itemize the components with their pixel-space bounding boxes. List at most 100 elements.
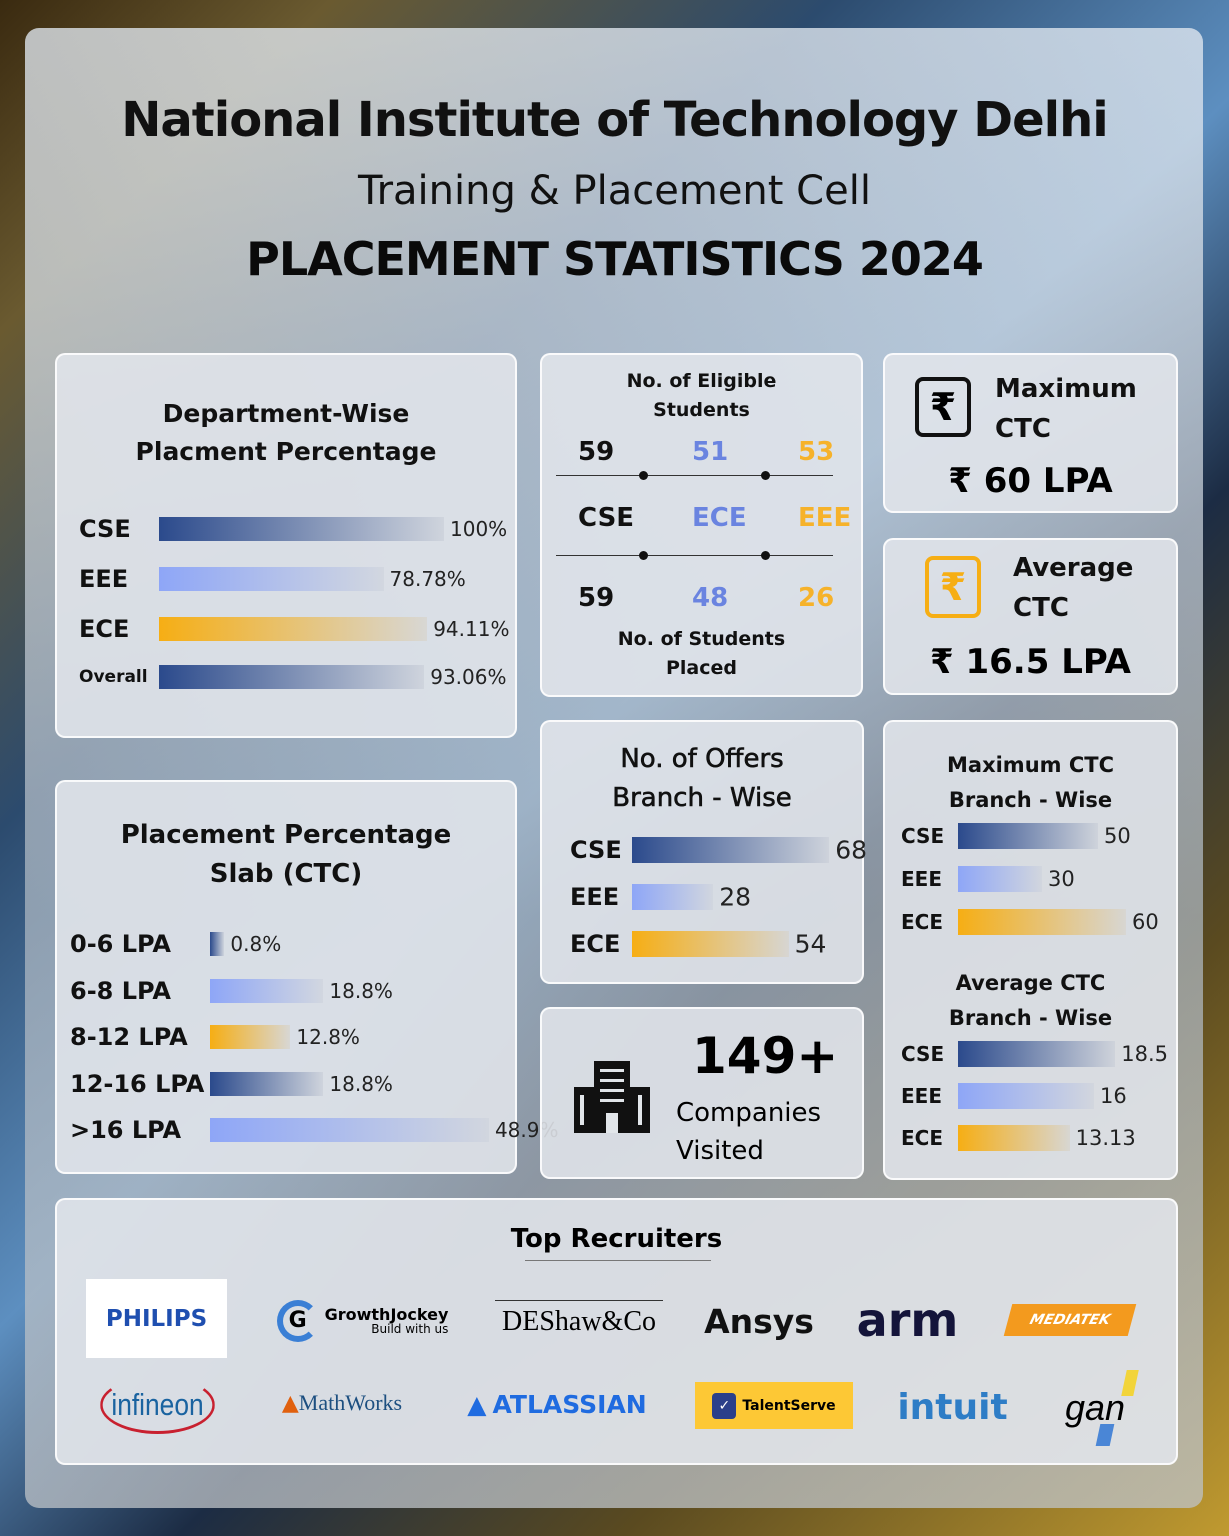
- bar-label: ECE: [79, 615, 130, 643]
- chart-title: Placement Percentage: [120, 820, 452, 850]
- bar: 48.9%: [210, 1118, 558, 1142]
- gan-logo: gan: [1050, 1370, 1140, 1446]
- bar-label: CSE: [901, 824, 945, 848]
- department-wise-card: Department-Wise Placment Percentage: [55, 353, 517, 738]
- top-recruiters-card: Top Recruiters: [55, 1198, 1178, 1465]
- bar-value-label: 12.8%: [296, 1025, 360, 1049]
- page-title: PLACEMENT STATISTICS 2024: [246, 232, 984, 286]
- bar-label: EEE: [901, 867, 942, 891]
- chart-subtitle: Placment Percentage: [135, 436, 437, 466]
- bar-label: EEE: [79, 565, 129, 593]
- rupee-icon: ₹: [915, 377, 971, 437]
- divider: [525, 1260, 711, 1261]
- logo-text: MathWorks: [298, 1390, 403, 1415]
- average-ctc-card: ₹ Average CTC ₹ 16.5 LPA: [883, 538, 1178, 695]
- eligible-value: 53: [798, 437, 835, 467]
- bar-label: 6-8 LPA: [70, 976, 171, 1005]
- chart-title: Average CTC: [955, 971, 1106, 995]
- bar-value-label: 28: [719, 882, 751, 912]
- bar-row: Overall 93.06%: [79, 665, 506, 689]
- bar-row: CSE 18.5: [901, 1041, 1168, 1067]
- bar-value-label: 93.06%: [430, 665, 507, 689]
- dot: [639, 471, 648, 480]
- bar-row: CSE 100%: [79, 515, 507, 543]
- dot: [639, 551, 648, 560]
- bar-value-label: 78.78%: [389, 567, 466, 591]
- bar-label: EEE: [901, 1084, 942, 1108]
- bar-row: 12-16 LPA 18.8%: [70, 1069, 393, 1098]
- bar: 16: [958, 1083, 1127, 1109]
- bar: 30: [958, 866, 1075, 892]
- bar-value-label: 30: [1048, 867, 1075, 891]
- bar-row: EEE 28: [570, 883, 751, 912]
- shield-check-icon: ✓: [712, 1392, 737, 1419]
- avg-ctc-label: Average: [1013, 553, 1134, 583]
- bar-value-label: 18.8%: [329, 978, 393, 1003]
- bar-label: ECE: [901, 910, 944, 934]
- placed-title: No. of Students: [617, 628, 786, 650]
- chart-subtitle: Branch - Wise: [948, 787, 1113, 812]
- bar: 68: [632, 836, 867, 865]
- bar: 50: [958, 823, 1131, 849]
- chart-subtitle: Branch - Wise: [948, 1005, 1113, 1030]
- atlassian-logo: ▲ ATLASSIAN: [458, 1386, 656, 1422]
- bar: 28: [632, 883, 751, 912]
- bar-label: Overall: [79, 667, 148, 687]
- cell-name: Training & Placement Cell: [358, 168, 871, 214]
- bar-value-label: 18.8%: [329, 1071, 393, 1096]
- building-icon: [574, 1061, 650, 1133]
- avg-ctc-value: ₹ 16.5 LPA: [930, 642, 1131, 682]
- bar: 12.8%: [210, 1025, 360, 1049]
- bar: 0.8%: [210, 932, 281, 956]
- chart-title: Maximum CTC: [947, 753, 1114, 777]
- logo-text: TalentServe: [742, 1397, 836, 1414]
- bar-label: 8-12 LPA: [70, 1023, 188, 1051]
- bar-label: CSE: [570, 836, 622, 864]
- mathworks-icon: ▲: [281, 1390, 299, 1416]
- bar-row: CSE 68: [570, 836, 867, 865]
- bar: 100%: [159, 517, 507, 541]
- bar-value-label: 0.8%: [230, 932, 282, 956]
- bar-row: EEE 78.78%: [79, 565, 466, 593]
- branch-label: CSE: [578, 503, 635, 533]
- bar: 93.06%: [159, 665, 506, 689]
- placed-value: 48: [692, 583, 729, 613]
- logo-text: ATLASSIAN: [492, 1389, 647, 1419]
- dot: [761, 471, 770, 480]
- bar: 78.78%: [159, 567, 466, 591]
- dot: [761, 551, 770, 560]
- logo-text: Build with us: [371, 1322, 449, 1337]
- bar-value-label: 60: [1132, 910, 1159, 934]
- companies-label-2: Visited: [676, 1135, 764, 1166]
- bar-label: EEE: [570, 883, 620, 911]
- bar-label: >16 LPA: [70, 1116, 182, 1144]
- companies-count: 149+: [692, 1027, 839, 1085]
- logo-mark: [1121, 1370, 1139, 1396]
- avg-ctc-label-2: CTC: [1013, 593, 1069, 624]
- placed-title-2: Placed: [665, 656, 737, 679]
- bar-label: 12-16 LPA: [70, 1069, 205, 1098]
- companies-card: 149+ Companies Visited: [540, 1007, 864, 1179]
- eligible-title: No. of Eligible: [626, 370, 777, 392]
- bar-label: 0-6 LPA: [70, 930, 171, 958]
- chart-title: No. of Offers: [620, 744, 784, 775]
- bar: 60: [958, 909, 1159, 935]
- chart-subtitle: Branch - Wise: [612, 783, 792, 814]
- bar-value-label: 100%: [450, 517, 508, 541]
- eligible-value: 59: [578, 437, 615, 467]
- max-ctc-value: ₹ 60 LPA: [948, 461, 1113, 501]
- mediatek-logo: MEDIATEK: [1003, 1304, 1137, 1336]
- logo-text: GrowthJockey: [324, 1304, 449, 1324]
- institute-name: National Institute of Technology Delhi: [121, 92, 1109, 148]
- deshaw-logo: DEShaw&Co: [495, 1300, 663, 1342]
- bar: 18.8%: [210, 1071, 393, 1096]
- mathworks-logo: ▲ MathWorks: [266, 1386, 418, 1420]
- bar-row: CSE 50: [901, 823, 1131, 849]
- ansys-logo: Ansys: [704, 1301, 814, 1341]
- eligible-title-2: Students: [653, 398, 750, 421]
- bar-row: ECE 54: [570, 930, 826, 959]
- bar-row: EEE 16: [901, 1083, 1127, 1109]
- bar-value-label: 18.5: [1121, 1042, 1169, 1066]
- bar-value-label: 54: [794, 929, 827, 959]
- arm-logo: arm: [856, 1293, 959, 1347]
